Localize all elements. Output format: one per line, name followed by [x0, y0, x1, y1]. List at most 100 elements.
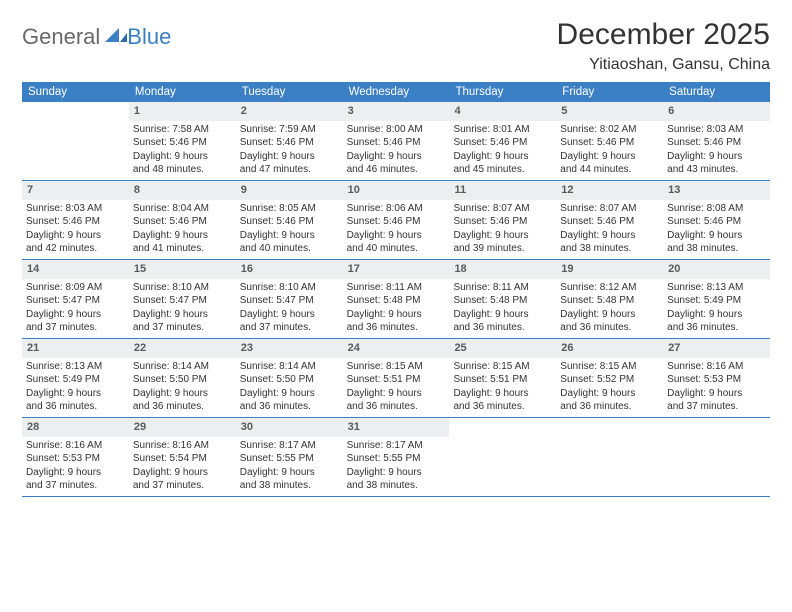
day-info-line: Sunset: 5:46 PM [236, 136, 343, 150]
day-info-line: Sunset: 5:46 PM [556, 215, 663, 229]
day-info-line: and 43 minutes. [663, 163, 770, 177]
week-row: 14Sunrise: 8:09 AMSunset: 5:47 PMDayligh… [22, 260, 770, 339]
day-info-line: and 37 minutes. [129, 321, 236, 335]
day-info-line: Daylight: 9 hours [22, 308, 129, 322]
day-info-line: and 41 minutes. [129, 242, 236, 256]
day-header: Friday [556, 82, 663, 102]
day-cell: 31Sunrise: 8:17 AMSunset: 5:55 PMDayligh… [343, 418, 450, 496]
week-row: 7Sunrise: 8:03 AMSunset: 5:46 PMDaylight… [22, 181, 770, 260]
day-cell: 16Sunrise: 8:10 AMSunset: 5:47 PMDayligh… [236, 260, 343, 338]
day-cell: 12Sunrise: 8:07 AMSunset: 5:46 PMDayligh… [556, 181, 663, 259]
day-number: 5 [556, 102, 663, 121]
day-number: 22 [129, 339, 236, 358]
day-info-line: and 38 minutes. [556, 242, 663, 256]
month-title: December 2025 [557, 18, 770, 52]
day-info-line: Sunrise: 8:07 AM [449, 202, 556, 216]
day-cell: 26Sunrise: 8:15 AMSunset: 5:52 PMDayligh… [556, 339, 663, 417]
day-info-line: Sunrise: 8:12 AM [556, 281, 663, 295]
day-cell: 19Sunrise: 8:12 AMSunset: 5:48 PMDayligh… [556, 260, 663, 338]
day-number: 2 [236, 102, 343, 121]
day-info-line: and 42 minutes. [22, 242, 129, 256]
logo-sail-icon [105, 26, 127, 49]
day-info-line: Daylight: 9 hours [236, 387, 343, 401]
day-cell [556, 418, 663, 496]
day-info-line: Daylight: 9 hours [449, 229, 556, 243]
day-info-line: Sunrise: 8:14 AM [129, 360, 236, 374]
day-info-line: Sunset: 5:55 PM [236, 452, 343, 466]
day-info-line: and 36 minutes. [556, 321, 663, 335]
day-cell: 9Sunrise: 8:05 AMSunset: 5:46 PMDaylight… [236, 181, 343, 259]
day-info-line: and 48 minutes. [129, 163, 236, 177]
day-info-line: Sunset: 5:46 PM [343, 215, 450, 229]
day-info-line: Sunrise: 8:11 AM [449, 281, 556, 295]
day-number: 10 [343, 181, 450, 200]
day-info-line: Daylight: 9 hours [22, 229, 129, 243]
day-info-line: Sunrise: 8:00 AM [343, 123, 450, 137]
day-cell [449, 418, 556, 496]
day-number: 25 [449, 339, 556, 358]
day-info-line: Sunset: 5:49 PM [663, 294, 770, 308]
day-cell: 13Sunrise: 8:08 AMSunset: 5:46 PMDayligh… [663, 181, 770, 259]
day-number: 16 [236, 260, 343, 279]
day-info-line: Daylight: 9 hours [236, 308, 343, 322]
day-info-line: Sunset: 5:46 PM [129, 136, 236, 150]
day-cell: 15Sunrise: 8:10 AMSunset: 5:47 PMDayligh… [129, 260, 236, 338]
day-info-line: Sunrise: 8:06 AM [343, 202, 450, 216]
header: General Blue December 2025 Yitiaoshan, G… [22, 18, 770, 74]
day-info-line: Sunset: 5:46 PM [343, 136, 450, 150]
day-info-line: Sunrise: 8:03 AM [22, 202, 129, 216]
day-info-line: Sunset: 5:50 PM [129, 373, 236, 387]
day-info-line: Daylight: 9 hours [343, 387, 450, 401]
week-row: 28Sunrise: 8:16 AMSunset: 5:53 PMDayligh… [22, 418, 770, 497]
day-info-line: Sunset: 5:50 PM [236, 373, 343, 387]
day-info-line: and 40 minutes. [236, 242, 343, 256]
day-cell: 2Sunrise: 7:59 AMSunset: 5:46 PMDaylight… [236, 102, 343, 180]
day-info-line: Daylight: 9 hours [556, 229, 663, 243]
day-cell: 11Sunrise: 8:07 AMSunset: 5:46 PMDayligh… [449, 181, 556, 259]
location: Yitiaoshan, Gansu, China [557, 56, 770, 74]
day-number: 21 [22, 339, 129, 358]
day-info-line: Sunset: 5:51 PM [449, 373, 556, 387]
day-info-line: and 46 minutes. [343, 163, 450, 177]
day-cell: 24Sunrise: 8:15 AMSunset: 5:51 PMDayligh… [343, 339, 450, 417]
day-info-line: and 40 minutes. [343, 242, 450, 256]
day-info-line: Daylight: 9 hours [663, 229, 770, 243]
day-info-line: Sunrise: 8:05 AM [236, 202, 343, 216]
day-cell: 6Sunrise: 8:03 AMSunset: 5:46 PMDaylight… [663, 102, 770, 180]
day-info-line: Sunrise: 8:13 AM [663, 281, 770, 295]
day-info-line: and 38 minutes. [663, 242, 770, 256]
day-info-line: Sunrise: 8:17 AM [236, 439, 343, 453]
day-number: 20 [663, 260, 770, 279]
day-info-line: and 45 minutes. [449, 163, 556, 177]
week-row: 1Sunrise: 7:58 AMSunset: 5:46 PMDaylight… [22, 102, 770, 181]
day-info-line: Daylight: 9 hours [22, 387, 129, 401]
day-cell: 27Sunrise: 8:16 AMSunset: 5:53 PMDayligh… [663, 339, 770, 417]
day-info-line: Sunrise: 8:14 AM [236, 360, 343, 374]
day-header-row: SundayMondayTuesdayWednesdayThursdayFrid… [22, 82, 770, 102]
day-info-line: Sunrise: 8:11 AM [343, 281, 450, 295]
day-info-line: Daylight: 9 hours [663, 387, 770, 401]
day-cell: 8Sunrise: 8:04 AMSunset: 5:46 PMDaylight… [129, 181, 236, 259]
day-cell: 4Sunrise: 8:01 AMSunset: 5:46 PMDaylight… [449, 102, 556, 180]
day-info-line: Daylight: 9 hours [129, 229, 236, 243]
day-info-line: Sunset: 5:53 PM [22, 452, 129, 466]
day-number: 1 [129, 102, 236, 121]
day-cell [663, 418, 770, 496]
day-info-line: Daylight: 9 hours [343, 466, 450, 480]
day-number: 30 [236, 418, 343, 437]
day-cell: 29Sunrise: 8:16 AMSunset: 5:54 PMDayligh… [129, 418, 236, 496]
day-info-line: Daylight: 9 hours [556, 150, 663, 164]
day-info-line: Daylight: 9 hours [129, 387, 236, 401]
logo-word-2: Blue [127, 24, 171, 50]
day-info-line: Daylight: 9 hours [236, 150, 343, 164]
day-cell: 10Sunrise: 8:06 AMSunset: 5:46 PMDayligh… [343, 181, 450, 259]
day-number: 18 [449, 260, 556, 279]
day-info-line: Daylight: 9 hours [663, 308, 770, 322]
day-info-line: Sunrise: 8:04 AM [129, 202, 236, 216]
day-info-line: Sunset: 5:46 PM [663, 136, 770, 150]
day-header: Thursday [449, 82, 556, 102]
day-info-line: Sunset: 5:51 PM [343, 373, 450, 387]
day-info-line: Daylight: 9 hours [663, 150, 770, 164]
week-row: 21Sunrise: 8:13 AMSunset: 5:49 PMDayligh… [22, 339, 770, 418]
day-number: 19 [556, 260, 663, 279]
